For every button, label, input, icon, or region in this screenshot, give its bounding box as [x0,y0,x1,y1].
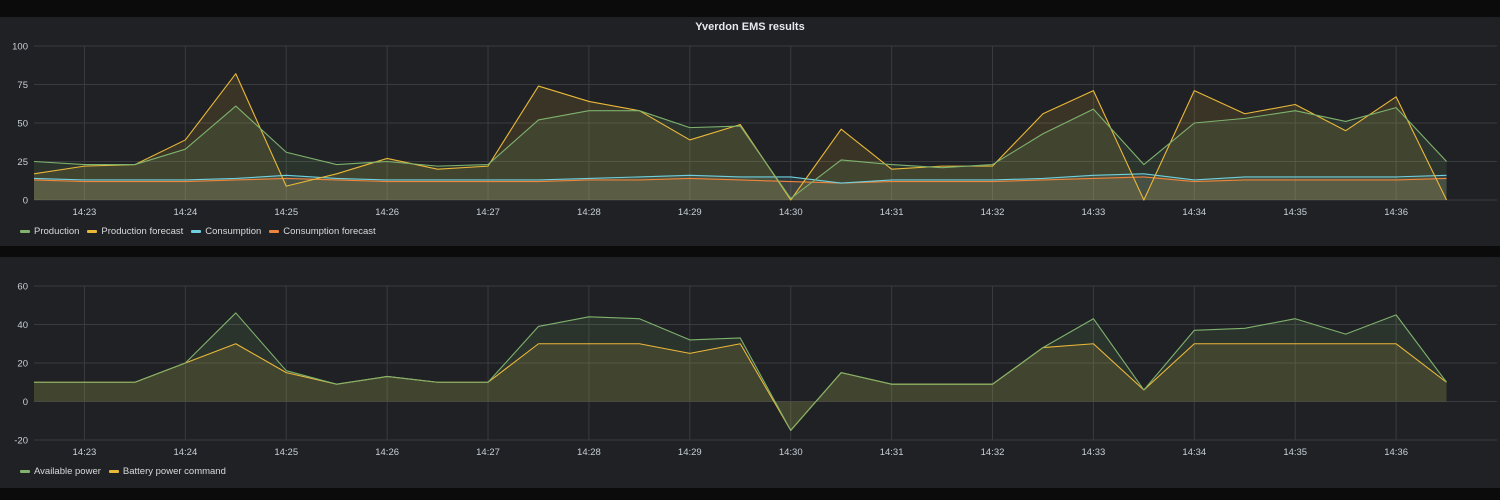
production-line[interactable] [33,105,1447,200]
ems-results-legend: Production Production forecast Consumption… [20,226,376,237]
ems-results-chart[interactable]: 0 25 50 75 100 14:23 14:24 14:25 14:26 14:27 14:28… [0,17,1500,246]
x-tick-label: 14:29 [678,447,702,458]
grid [34,45,1497,201]
legend-swatch [20,470,30,473]
available-power-area [34,312,1447,431]
x-tick-label: 14:24 [173,207,197,218]
y-tick-label: 40 [17,320,28,331]
y-tick-label: 75 [17,80,28,91]
x-tick-label: 14:36 [1384,447,1408,458]
y-tick-label: 50 [17,119,28,130]
ems-results-panel: Yverdon EMS results 0 25 50 75 100 14:23 14:24… [0,17,1500,246]
y-tick-label: 0 [23,397,28,408]
x-tick-label: 14:24 [173,447,197,458]
battery-power-legend: Available power Battery power command [20,466,226,477]
legend-item-production-forecast[interactable]: Production forecast [87,226,183,237]
x-tick-label: 14:35 [1283,207,1307,218]
x-tick-label: 14:23 [73,207,97,218]
x-tick-label: 14:34 [1182,207,1206,218]
x-tick-label: 14:33 [1082,207,1106,218]
battery-power-command-area [34,343,1447,431]
legend-label: Available power [34,466,101,477]
production-forecast-line[interactable] [33,73,1448,201]
x-tick-label: 14:34 [1182,447,1206,458]
legend-item-battery-power-command[interactable]: Battery power command [108,466,226,477]
production-forecast-area [34,73,1447,200]
x-tick-label: 14:28 [577,447,601,458]
legend-swatch [87,230,98,233]
x-tick-label: 14:26 [375,207,399,218]
x-tick-label: 14:36 [1384,207,1408,218]
x-tick-label: 14:25 [274,207,298,218]
legend-label: Production forecast [101,226,184,237]
grid [34,285,1497,441]
x-tick-label: 14:30 [779,447,803,458]
x-tick-label: 14:30 [779,207,803,218]
y-tick-label: 60 [17,282,28,293]
legend-label: Production [34,226,80,237]
y-tick-label: 20 [17,359,28,370]
legend-item-production[interactable]: Production [20,226,79,237]
battery-power-chart[interactable]: -20 0 20 40 60 14:23 14:24 14:25 14:26 14:27 14:28… [0,257,1500,488]
x-tick-label: 14:29 [678,207,702,218]
x-tick-label: 14:28 [577,207,601,218]
x-tick-label: 14:33 [1082,447,1106,458]
legend-swatch [20,230,30,233]
legend-label: Consumption [205,226,262,237]
battery-panel: -20 0 20 40 60 14:23 14:24 14:25 14:26 14:27 14:28… [0,257,1500,488]
available-power-line[interactable] [34,312,1447,431]
legend-swatch [108,470,119,473]
y-tick-label: 100 [12,42,28,53]
battery-power-command-line[interactable] [34,343,1447,431]
consumption-forecast-area [34,176,1447,200]
x-tick-label: 14:23 [73,447,97,458]
x-tick-label: 14:31 [880,207,904,218]
x-tick-label: 14:26 [375,447,399,458]
x-tick-label: 14:35 [1283,447,1307,458]
x-tick-label: 14:32 [981,207,1005,218]
y-tick-label: 0 [23,196,28,207]
legend-label: Battery power command [122,466,226,477]
x-tick-label: 14:32 [981,447,1005,458]
production-area [34,106,1447,200]
y-tick-label: -20 [14,436,28,447]
panel-title: Yverdon EMS results [695,21,805,33]
x-tick-label: 14:27 [476,447,500,458]
legend-label: Consumption forecast [283,226,376,237]
legend-item-consumption-forecast[interactable]: Consumption forecast [269,226,376,237]
consumption-line[interactable] [33,173,1447,184]
y-tick-label: 25 [17,157,28,168]
x-tick-label: 14:27 [476,207,500,218]
legend-item-available-power[interactable]: Available power [20,466,101,477]
legend-swatch [191,230,202,233]
x-tick-label: 14:31 [880,447,904,458]
legend-item-consumption[interactable]: Consumption [191,226,261,237]
legend-swatch [269,230,280,233]
consumption-forecast-line[interactable] [33,176,1447,184]
x-tick-label: 14:25 [274,447,298,458]
